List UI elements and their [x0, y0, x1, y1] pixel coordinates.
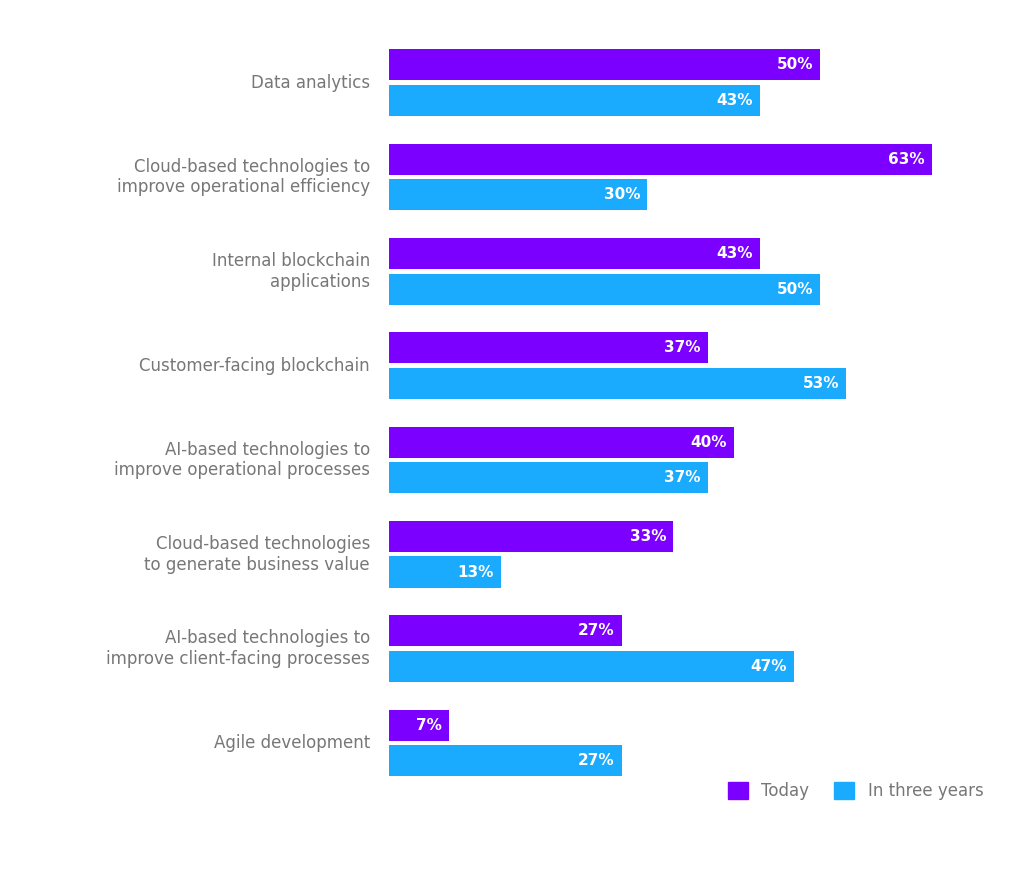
Bar [389, 710, 449, 740]
Bar [389, 651, 794, 682]
Text: 27%: 27% [578, 623, 615, 639]
Bar [389, 368, 846, 399]
Text: 27%: 27% [578, 753, 615, 768]
Text: 47%: 47% [751, 659, 787, 673]
Bar [389, 238, 759, 269]
Bar [389, 85, 759, 116]
Text: 43%: 43% [716, 93, 753, 108]
Bar [389, 332, 708, 363]
Text: 43%: 43% [716, 246, 753, 261]
Bar [389, 179, 648, 210]
Text: 50%: 50% [776, 282, 813, 296]
Bar [389, 427, 733, 458]
Legend: Today, In three years: Today, In three years [721, 775, 990, 806]
Text: 37%: 37% [664, 341, 701, 355]
Bar [389, 50, 819, 81]
Bar [389, 521, 673, 552]
Text: 7%: 7% [416, 718, 442, 733]
Text: 40%: 40% [691, 434, 726, 449]
Bar [389, 143, 932, 175]
Bar [389, 615, 622, 647]
Bar [389, 462, 708, 494]
Bar [389, 745, 622, 776]
Bar [389, 556, 501, 587]
Text: 30%: 30% [604, 187, 640, 202]
Text: 63%: 63% [888, 152, 925, 167]
Text: 33%: 33% [630, 529, 666, 544]
Text: 13%: 13% [457, 565, 494, 580]
Text: 53%: 53% [802, 376, 839, 391]
Text: 50%: 50% [776, 57, 813, 72]
Bar [389, 274, 819, 305]
Text: 37%: 37% [664, 470, 701, 485]
